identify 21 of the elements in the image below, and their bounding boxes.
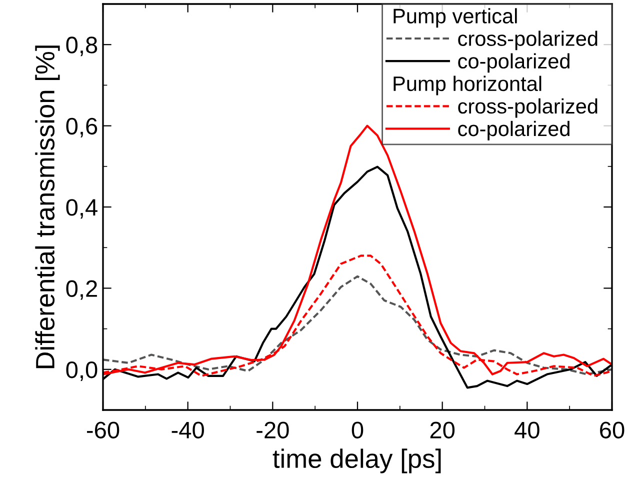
y-tick-label: 0,8 bbox=[66, 36, 98, 56]
y-axis-title: Differential transmission [%] bbox=[35, 46, 60, 368]
legend-label: co-polarized bbox=[458, 120, 570, 140]
legend-label: cross-polarized bbox=[458, 98, 598, 118]
y-tick-label: 0,6 bbox=[66, 118, 98, 138]
y-tick-label: 0,0 bbox=[66, 361, 98, 381]
x-tick-label: -60 bbox=[86, 422, 120, 438]
x-axis-title: time delay [ps] bbox=[272, 448, 441, 474]
x-tick-label: 60 bbox=[600, 422, 624, 438]
annotation: Pump vertical bbox=[394, 8, 517, 28]
line-series bbox=[103, 275, 612, 376]
legend-label: cross-polarized bbox=[458, 30, 598, 50]
x-tick-label: -20 bbox=[256, 422, 289, 438]
annotation: Pump horizontal bbox=[394, 76, 542, 96]
y-tick-label: 0,2 bbox=[66, 280, 97, 300]
x-tick-label: 0 bbox=[352, 422, 364, 438]
x-tick-label: -40 bbox=[172, 422, 204, 438]
x-tick-label: 40 bbox=[514, 422, 540, 438]
legend-label: co-polarized bbox=[458, 53, 570, 73]
y-tick-label: 0,4 bbox=[66, 199, 98, 219]
x-tick-label: 20 bbox=[430, 422, 455, 438]
